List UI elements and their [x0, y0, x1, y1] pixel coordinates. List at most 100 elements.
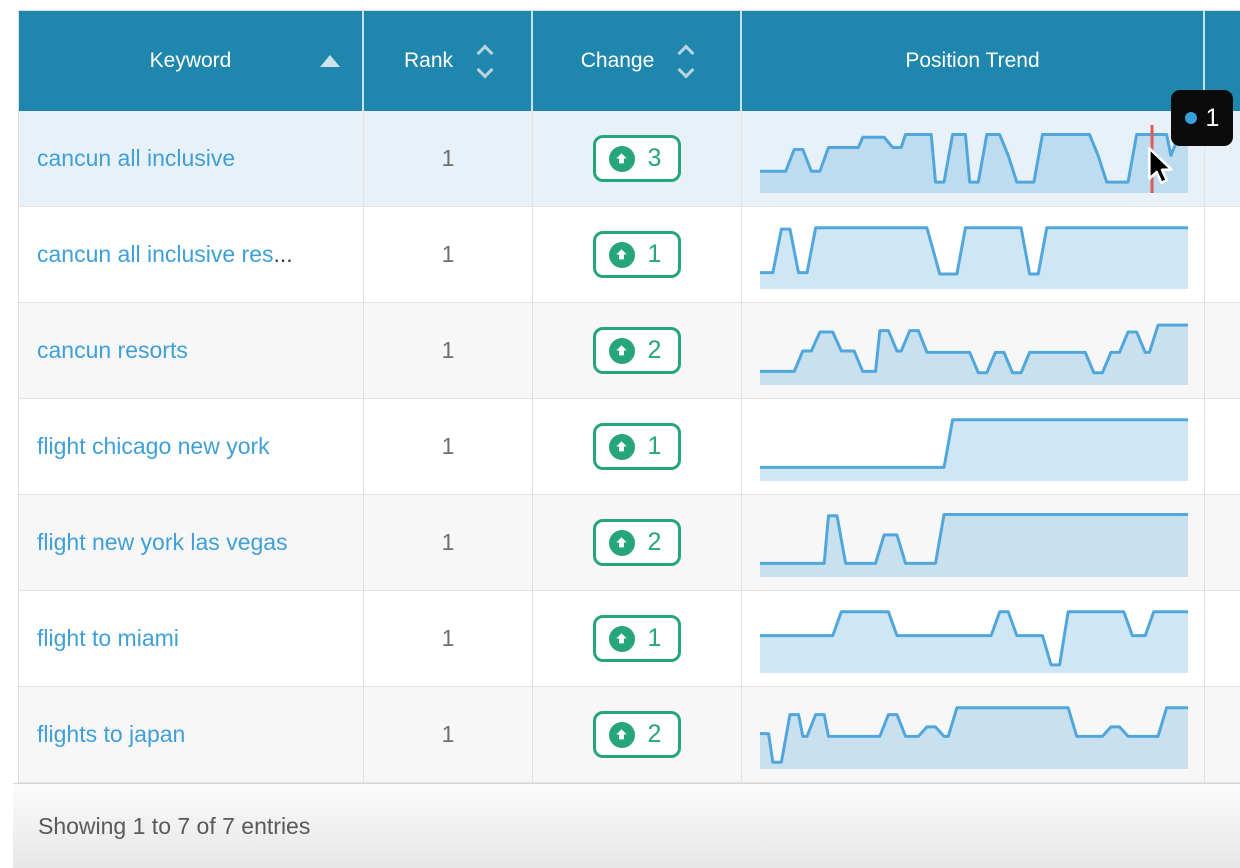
- position-trend-cell[interactable]: [742, 495, 1205, 590]
- change-cell: 3: [533, 111, 742, 206]
- position-trend-sparkline[interactable]: [760, 317, 1188, 385]
- arrow-up-circle-icon: [609, 722, 635, 748]
- position-trend-cell[interactable]: [742, 111, 1205, 206]
- table-row: flights to japan 1 2: [19, 687, 1240, 783]
- keyword-link[interactable]: cancun all inclusive res: [37, 241, 274, 268]
- change-badge: 1: [593, 231, 682, 278]
- change-cell: 2: [533, 303, 742, 398]
- rank-value: 1: [442, 241, 455, 268]
- arrow-up-circle-icon: [609, 338, 635, 364]
- position-trend-sparkline[interactable]: [760, 605, 1188, 673]
- keyword-cell: flight new york las vegas: [19, 495, 364, 590]
- change-cell: 1: [533, 399, 742, 494]
- cutoff-cell: [1205, 495, 1240, 590]
- tooltip-value: 1: [1206, 104, 1220, 133]
- entries-summary: Showing 1 to 7 of 7 entries: [38, 813, 310, 840]
- change-badge: 1: [593, 423, 682, 470]
- position-trend-cell[interactable]: [742, 207, 1205, 302]
- table-body: cancun all inclusive 1 3 cancun all incl…: [19, 111, 1240, 783]
- column-header-label: Rank: [404, 49, 453, 73]
- rank-cell: 1: [364, 495, 533, 590]
- rank-value: 1: [442, 433, 455, 460]
- rank-value: 1: [442, 625, 455, 652]
- arrow-up-circle-icon: [609, 626, 635, 652]
- change-badge: 3: [593, 135, 682, 182]
- change-badge: 2: [593, 327, 682, 374]
- change-value: 2: [648, 528, 662, 557]
- mouse-cursor-icon: [1147, 147, 1175, 187]
- rank-cell: 1: [364, 207, 533, 302]
- chevron-up-down-icon: [479, 47, 491, 76]
- change-badge: 2: [593, 711, 682, 758]
- rank-cell: 1: [364, 591, 533, 686]
- rank-tooltip: 1: [1171, 90, 1233, 146]
- arrow-up-circle-icon: [609, 530, 635, 556]
- arrow-up-circle-icon: [609, 434, 635, 460]
- rank-cell: 1: [364, 303, 533, 398]
- change-cell: 1: [533, 207, 742, 302]
- change-cell: 1: [533, 591, 742, 686]
- position-trend-sparkline[interactable]: [760, 125, 1188, 193]
- keyword-link[interactable]: flight to miami: [37, 625, 179, 652]
- keyword-cell: flight to miami: [19, 591, 364, 686]
- change-value: 2: [648, 336, 662, 365]
- table-row: cancun all inclusive 1 3: [19, 111, 1240, 207]
- column-header-position-trend: Position Trend: [742, 11, 1205, 111]
- change-value: 2: [648, 720, 662, 749]
- sort-ascending-icon: [320, 55, 340, 67]
- table-row: flight chicago new york 1 1: [19, 399, 1240, 495]
- keyword-cell: cancun resorts: [19, 303, 364, 398]
- rank-cell: 1: [364, 687, 533, 782]
- position-trend-sparkline[interactable]: [760, 701, 1188, 769]
- keyword-link[interactable]: cancun all inclusive: [37, 145, 235, 172]
- position-trend-cell[interactable]: [742, 303, 1205, 398]
- keyword-cell: flight chicago new york: [19, 399, 364, 494]
- truncation-ellipsis: ...: [274, 241, 293, 268]
- rank-value: 1: [442, 721, 455, 748]
- position-trend-cell[interactable]: [742, 591, 1205, 686]
- position-trend-sparkline[interactable]: [760, 509, 1188, 577]
- arrow-up-circle-icon: [609, 146, 635, 172]
- chevron-up-down-icon: [680, 47, 692, 76]
- change-badge: 2: [593, 519, 682, 566]
- cutoff-cell: [1205, 303, 1240, 398]
- keyword-link[interactable]: flight new york las vegas: [37, 529, 288, 556]
- cutoff-cell: [1205, 687, 1240, 782]
- keyword-cell: cancun all inclusive: [19, 111, 364, 206]
- change-cell: 2: [533, 495, 742, 590]
- column-header-rank[interactable]: Rank: [364, 11, 533, 111]
- position-trend-sparkline[interactable]: [760, 221, 1188, 289]
- table-row: flight new york las vegas 1 2: [19, 495, 1240, 591]
- change-value: 1: [648, 240, 662, 269]
- rank-cell: 1: [364, 399, 533, 494]
- rank-value: 1: [442, 337, 455, 364]
- keyword-rank-table: Keyword Rank Change Position Trend cancu…: [18, 10, 1240, 783]
- position-trend-cell[interactable]: [742, 399, 1205, 494]
- table-header-row: Keyword Rank Change Position Trend: [19, 11, 1240, 111]
- column-header-keyword[interactable]: Keyword: [19, 11, 364, 111]
- change-value: 3: [648, 144, 662, 173]
- keyword-cell: cancun all inclusive res ...: [19, 207, 364, 302]
- position-trend-sparkline[interactable]: [760, 413, 1188, 481]
- position-trend-cell[interactable]: [742, 687, 1205, 782]
- cutoff-cell: [1205, 399, 1240, 494]
- keyword-link[interactable]: flights to japan: [37, 721, 185, 748]
- series-dot-icon: [1185, 112, 1197, 124]
- column-header-change[interactable]: Change: [533, 11, 742, 111]
- keyword-link[interactable]: cancun resorts: [37, 337, 188, 364]
- keyword-link[interactable]: flight chicago new york: [37, 433, 270, 460]
- arrow-up-circle-icon: [609, 242, 635, 268]
- table-row: cancun resorts 1 2: [19, 303, 1240, 399]
- table-row: cancun all inclusive res ... 1 1: [19, 207, 1240, 303]
- change-badge: 1: [593, 615, 682, 662]
- table-footer: Showing 1 to 7 of 7 entries: [13, 783, 1240, 868]
- cutoff-cell: [1205, 591, 1240, 686]
- column-header-label: Keyword: [150, 49, 232, 73]
- rank-cell: 1: [364, 111, 533, 206]
- change-value: 1: [648, 432, 662, 461]
- rank-value: 1: [442, 145, 455, 172]
- keyword-cell: flights to japan: [19, 687, 364, 782]
- cutoff-cell: [1205, 207, 1240, 302]
- rank-value: 1: [442, 529, 455, 556]
- column-header-label: Position Trend: [905, 49, 1039, 73]
